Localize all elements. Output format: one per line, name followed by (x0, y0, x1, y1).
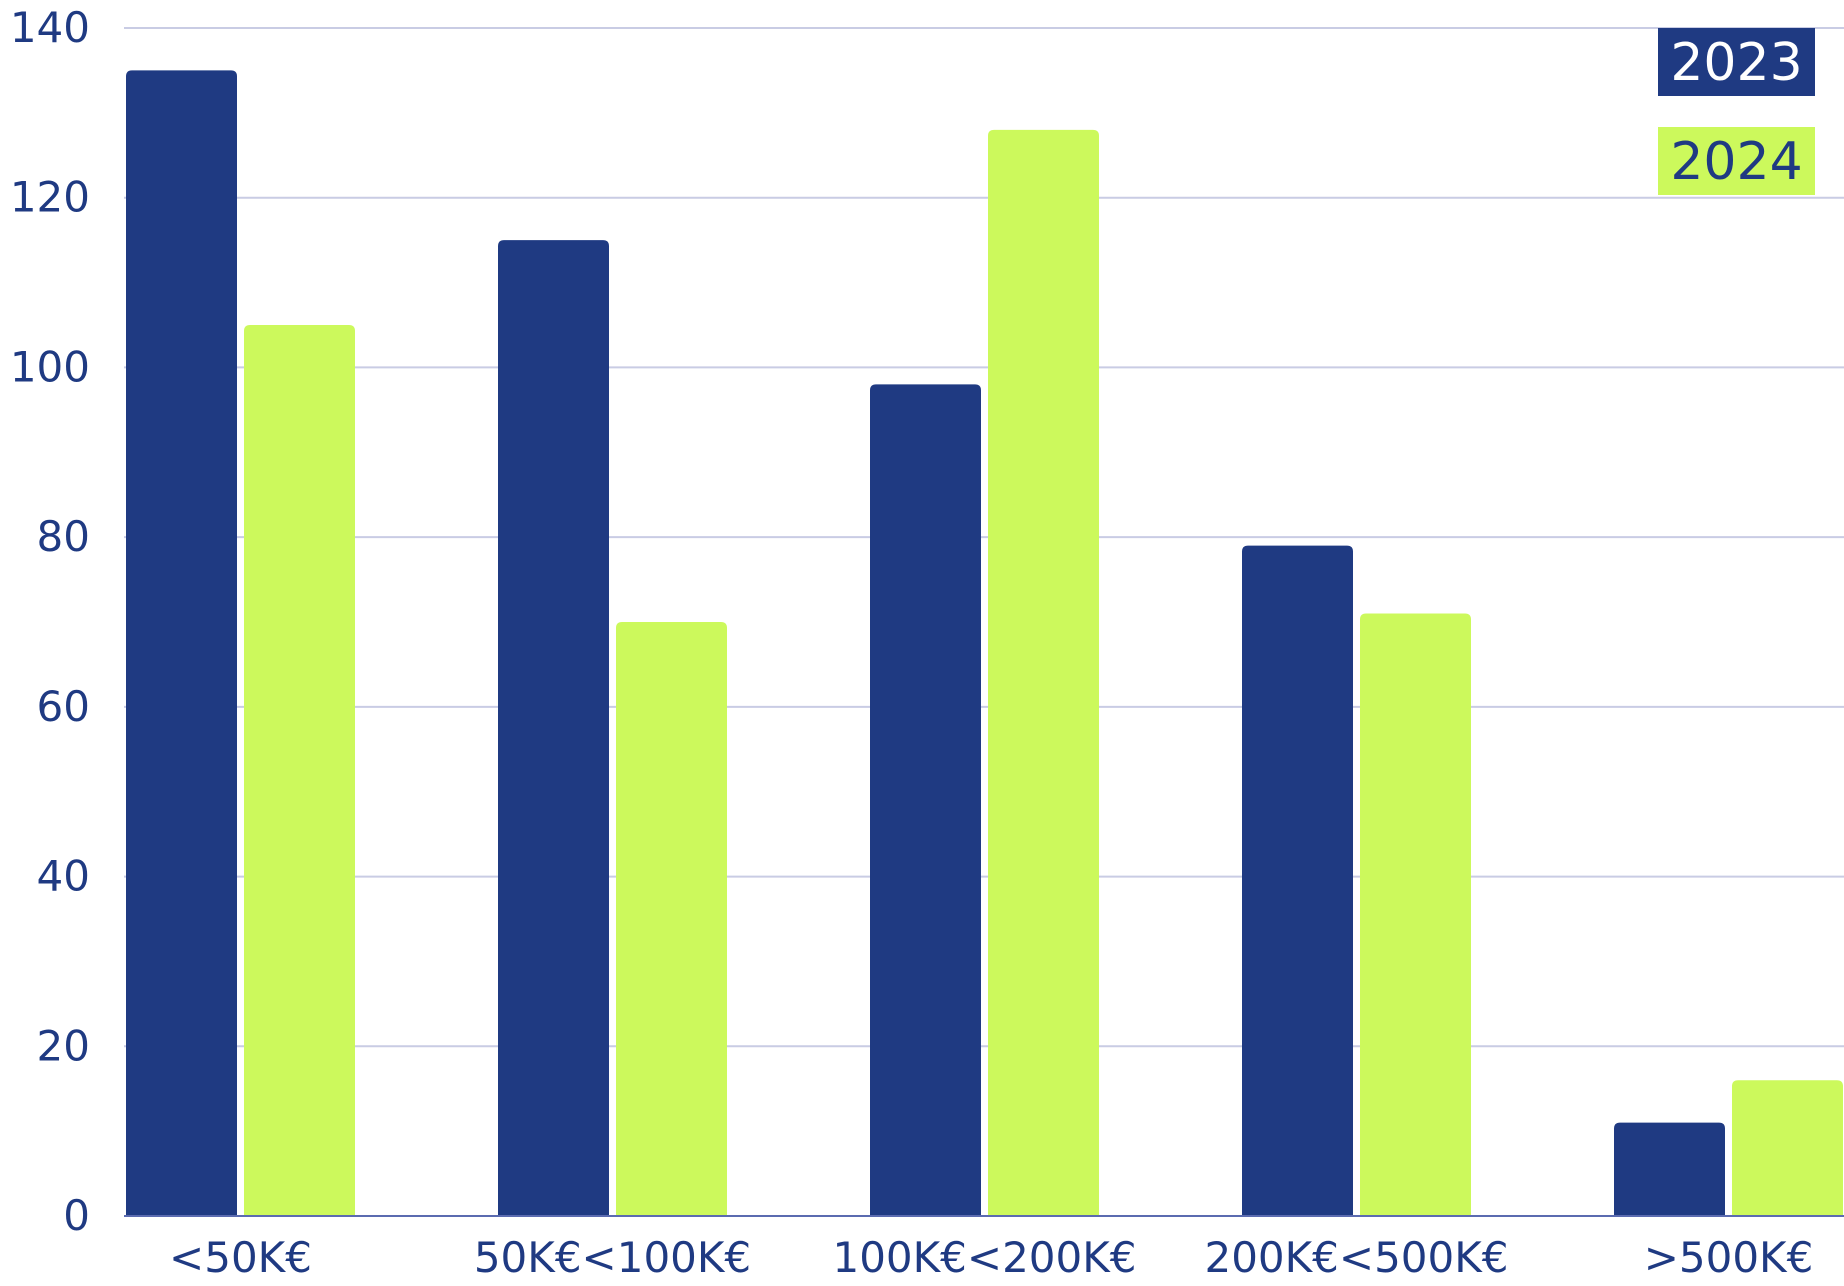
y-tick-label: 40 (37, 852, 90, 901)
bar-2023-0 (126, 70, 237, 1216)
x-axis-labels: <50K€ 50K€<100K€ 100K€<200K€ 200K€<500K€ >50… (169, 1233, 1813, 1282)
x-tick-label: >500K€ (1644, 1233, 1814, 1282)
y-tick-label: 100 (10, 342, 90, 391)
bar-2024-2 (988, 129, 1099, 1216)
y-tick-label: 120 (10, 173, 90, 222)
y-tick-label: 0 (63, 1191, 90, 1240)
bar-2024-4 (1732, 1080, 1843, 1216)
bar-2024-3 (1360, 613, 1471, 1216)
bar-2023-2 (870, 384, 981, 1216)
legend-label-2023: 2023 (1670, 33, 1802, 93)
bar-2023-4 (1614, 1122, 1725, 1216)
x-tick-label: 100K€<200K€ (832, 1233, 1136, 1282)
y-tick-label: 20 (37, 1021, 90, 1070)
legend: 2023 2024 (1658, 28, 1815, 195)
bar-2024-1 (616, 622, 727, 1216)
legend-label-2024: 2024 (1670, 132, 1802, 192)
grid-layer (124, 27, 1844, 1048)
y-tick-label: 80 (37, 512, 90, 561)
legend-swatch-2024 (1658, 127, 1815, 195)
x-tick-label: 50K€<100K€ (474, 1233, 751, 1282)
bar-2024-0 (244, 325, 355, 1216)
y-axis-ticks: 0 20 40 60 80 100 120 140 (10, 3, 90, 1240)
legend-swatch-2023 (1658, 28, 1815, 96)
bar-2023-1 (498, 240, 609, 1217)
y-tick-label: 140 (10, 3, 90, 52)
x-tick-label: 200K€<500K€ (1204, 1233, 1508, 1282)
bars (126, 70, 1843, 1217)
bar-2023-3 (1242, 545, 1353, 1216)
y-tick-label: 60 (37, 682, 90, 731)
x-tick-label: <50K€ (169, 1233, 312, 1282)
